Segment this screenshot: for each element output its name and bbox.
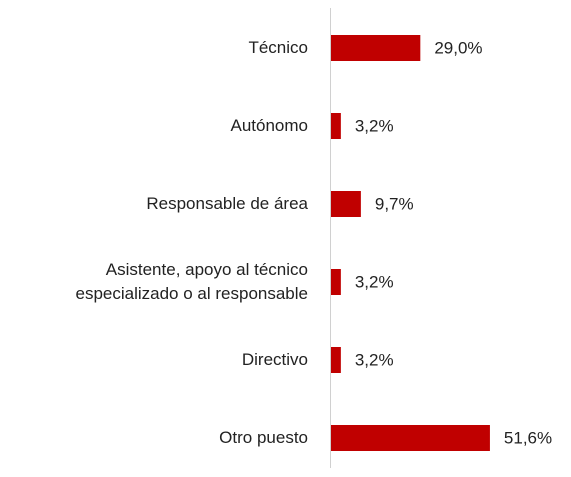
value-label: 3,2%: [355, 116, 394, 135]
value-label: 51,6%: [504, 428, 552, 447]
category-label: Asistente, apoyo al técnico especializad…: [75, 260, 309, 303]
bar: [331, 191, 361, 217]
bar: [331, 347, 341, 373]
bar: [331, 35, 421, 61]
category-label: Otro puesto: [219, 428, 308, 447]
bar: [331, 425, 490, 451]
category-label: Directivo: [241, 350, 308, 369]
category-label: Autónomo: [230, 116, 309, 135]
category-label: Responsable de área: [146, 194, 308, 213]
value-label: 29,0%: [434, 38, 482, 57]
bar: [331, 269, 341, 295]
value-label: 3,2%: [355, 350, 394, 369]
value-label: 3,2%: [355, 272, 394, 291]
value-label: 9,7%: [375, 194, 414, 213]
bar: [331, 113, 341, 139]
category-label: Técnico: [248, 38, 308, 57]
